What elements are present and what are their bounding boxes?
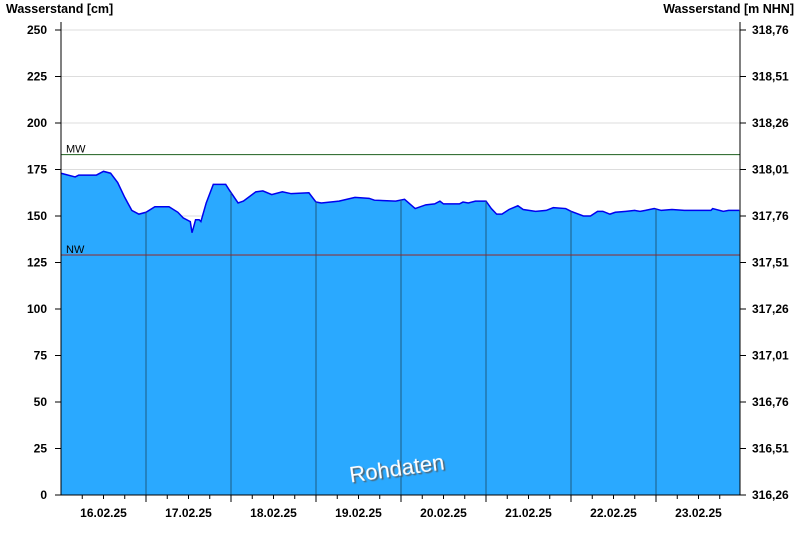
y-tick-label-left: 225 — [27, 70, 47, 84]
x-tick-label: 19.02.25 — [335, 506, 382, 520]
y-tick-label-left: 0 — [40, 488, 47, 502]
data-line — [60, 170, 740, 233]
y-tick-label-left: 25 — [34, 442, 48, 456]
y-tick-label-left: 175 — [27, 163, 47, 177]
y-tick-label-right: 317,01 — [752, 349, 789, 363]
y-tick-label-right: 317,26 — [752, 302, 789, 316]
reference-label-mw: MW — [66, 144, 86, 156]
y-tick-label-right: 317,51 — [752, 256, 789, 270]
x-tick-label: 22.02.25 — [590, 506, 637, 520]
x-tick-label: 16.02.25 — [80, 506, 127, 520]
reference-lines: MW NW — [61, 144, 740, 256]
y-tick-label-right: 317,76 — [752, 209, 789, 223]
y-axis-right-label: Wasserstand [m NHN] — [663, 2, 794, 16]
y-axis-left-label: Wasserstand [cm] — [6, 2, 113, 16]
x-tick-label: 20.02.25 — [420, 506, 467, 520]
x-tick-label: 17.02.25 — [165, 506, 212, 520]
axes: 0 316,26 25 316,51 50 316,76 75 317,01 100 317,26… — [27, 22, 789, 520]
y-tick-label-right: 318,26 — [752, 116, 789, 130]
x-tick-label: 18.02.25 — [250, 506, 297, 520]
day-divider-lines — [145, 171, 657, 495]
x-tick-label: 21.02.25 — [505, 506, 552, 520]
y-tick-label-left: 200 — [27, 116, 47, 130]
y-tick-label-left: 125 — [27, 256, 47, 270]
y-tick-label-left: 100 — [27, 302, 47, 316]
y-tick-label-right: 318,01 — [752, 163, 789, 177]
y-tick-label-right: 316,76 — [752, 395, 789, 409]
reference-label-nw: NW — [66, 244, 85, 256]
y-tick-label-right: 316,26 — [752, 488, 789, 502]
y-tick-label-left: 50 — [34, 395, 48, 409]
y-tick-label-right: 316,51 — [752, 442, 789, 456]
y-tick-label-right: 318,76 — [752, 23, 789, 37]
x-tick-label: 23.02.25 — [675, 506, 722, 520]
y-tick-label-right: 318,51 — [752, 70, 789, 84]
y-tick-label-left: 75 — [34, 349, 48, 363]
y-tick-label-left: 250 — [27, 23, 47, 37]
y-tick-label-left: 150 — [27, 209, 47, 223]
